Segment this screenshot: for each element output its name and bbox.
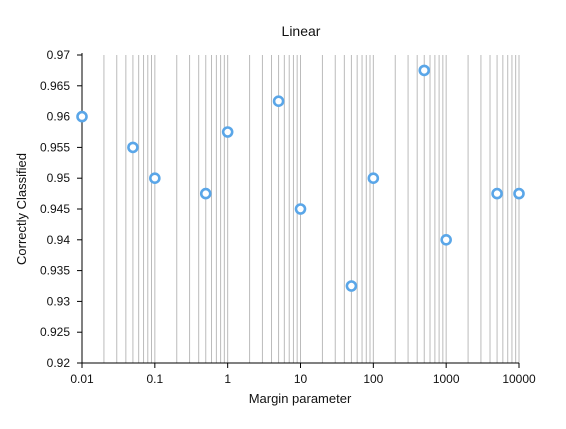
data-point [345,280,358,292]
x-tick-label: 10000 [502,372,536,386]
data-point [149,172,161,184]
data-point [418,64,431,77]
x-tick-label: 0.1 [146,372,163,386]
y-tick-label: 0.945 [40,202,70,216]
data-point [272,95,285,107]
data-point [76,110,88,123]
y-tick-label: 0.94 [47,233,71,247]
data-point [221,126,234,138]
y-tick-label: 0.93 [47,294,71,308]
data-point [491,187,503,200]
y-tick-label: 0.92 [47,356,71,370]
x-axis-label: Margin parameter [249,391,352,406]
x-tick-label: 0.01 [70,372,94,386]
x-tick-label: 1000 [433,372,460,386]
y-tick-label: 0.95 [47,171,71,185]
data-point [440,234,452,246]
data-point [294,203,307,215]
x-tick-label: 1 [224,372,231,386]
tick-layer: 0.92 0.925 0.93 0.935 0.94 0.945 0.95 0.955 0.96… [40,48,536,386]
x-tick-label: 10 [294,372,308,386]
y-tick-label: 0.96 [47,110,71,124]
data-point [199,187,212,200]
y-tick-label: 0.965 [40,79,70,93]
point-layer [76,64,525,292]
y-tick-label: 0.935 [40,264,70,278]
data-point [513,187,525,200]
x-tick-label: 100 [363,372,383,386]
data-point [127,141,139,154]
y-tick-label: 0.925 [40,325,70,339]
grid-layer [81,55,520,363]
y-tick-label: 0.97 [47,48,71,62]
y-tick-label: 0.955 [40,140,70,154]
data-point [367,172,380,184]
chart-title: Linear [282,23,321,39]
y-axis-label: Correctly Classified [14,153,29,265]
